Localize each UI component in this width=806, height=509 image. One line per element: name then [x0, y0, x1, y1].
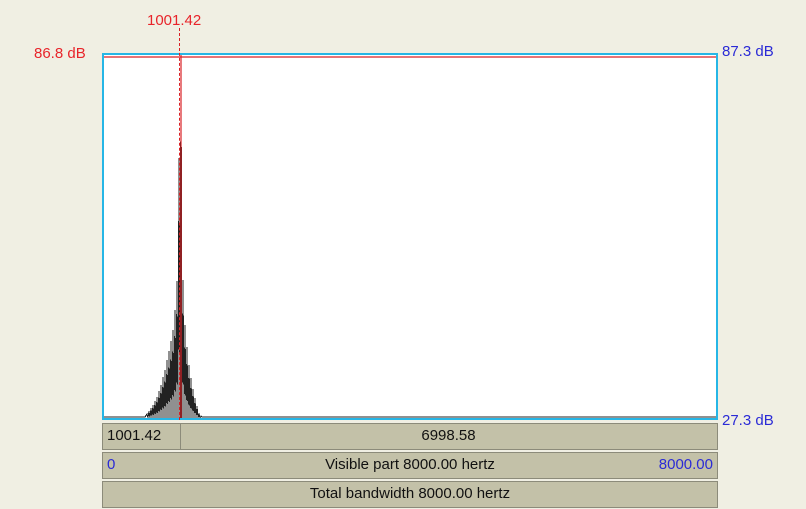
spectrum-trace: [104, 55, 716, 418]
spectrum-plot[interactable]: [102, 53, 718, 420]
cursor-frequency-label: 1001.42: [147, 12, 202, 29]
selection-left-value: 1001.42: [107, 427, 162, 444]
visible-end-value: 8000.00: [658, 456, 713, 473]
selection-right-segment[interactable]: 6998.58: [180, 424, 717, 449]
total-bandwidth-bar[interactable]: Total bandwidth 8000.00 hertz: [102, 481, 718, 508]
selection-left-segment[interactable]: 1001.42: [103, 424, 181, 449]
selection-right-value: 6998.58: [421, 427, 476, 444]
right-top-db-label: 87.3 dB: [722, 43, 774, 60]
visible-part-label: Visible part 8000.00 hertz: [325, 456, 495, 473]
spectrum-svg: [104, 55, 716, 418]
visible-part-label-wrapper: Visible part 8000.00 hertz: [103, 455, 717, 475]
total-bandwidth-label: Total bandwidth 8000.00 hertz: [309, 485, 511, 502]
selection-range-bar[interactable]: 1001.42 6998.58: [102, 423, 718, 450]
right-bottom-db-label: 27.3 dB: [722, 412, 774, 429]
visible-range-bar[interactable]: 0 Visible part 8000.00 hertz 8000.00: [102, 452, 718, 479]
visible-start-value: 0: [107, 456, 116, 473]
left-top-db-label: 86.8 dB: [34, 45, 86, 62]
cursor-marker-dotted: [179, 28, 180, 420]
